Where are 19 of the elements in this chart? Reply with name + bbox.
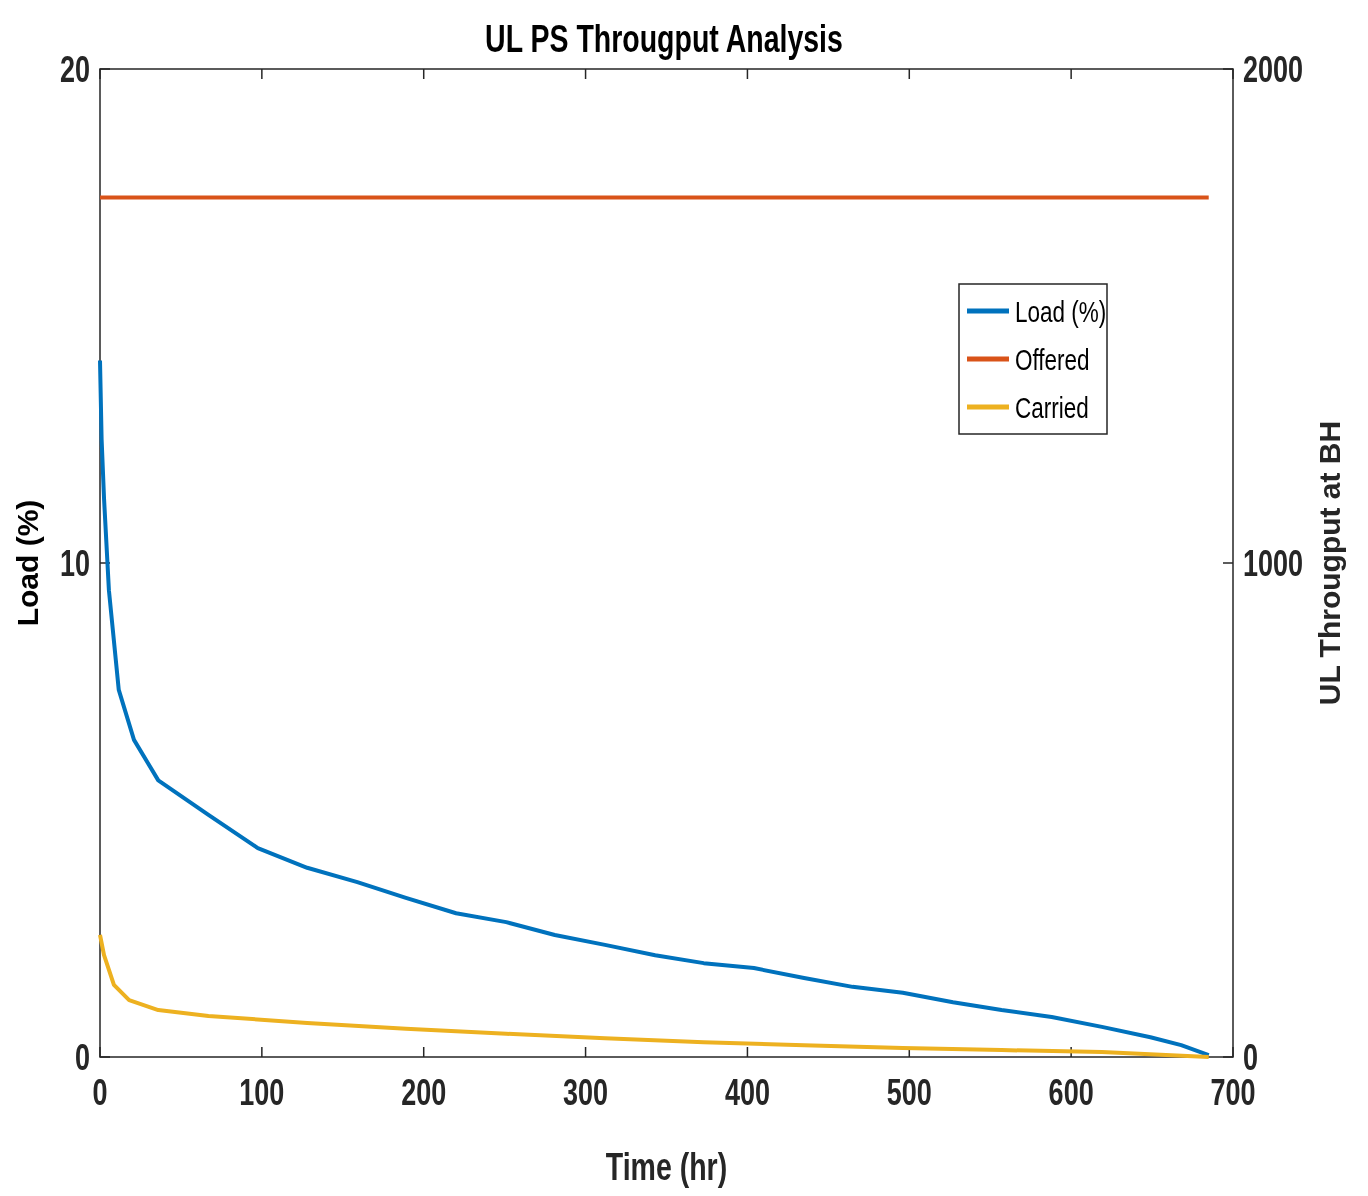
y-axis-title: Load (%) [11,499,44,627]
y2-tick-label: 1000 [1243,543,1304,584]
y-tick-label: 20 [59,49,90,90]
legend-label: Carried [1015,390,1089,425]
y-tick-label: 0 [74,1037,90,1078]
y2-axis-title: UL Througput at BH [1313,420,1346,706]
chart-title: UL PS Througput Analysis [485,18,843,60]
x-tick-label: 400 [724,1072,770,1113]
x-tick-label: 500 [886,1072,932,1113]
x-tick-label: 100 [239,1072,285,1113]
line-series [98,932,1211,1059]
x-tick-label: 200 [401,1072,447,1113]
y-tick-label: 10 [59,543,90,584]
x-tick-label: 600 [1048,1072,1094,1113]
y2-tick-label: 2000 [1243,49,1304,90]
x-tick-label: 300 [563,1072,609,1113]
legend-label: Load (%) [1015,294,1107,329]
x-axis-title: Time (hr) [605,1146,728,1188]
legend-label: Offered [1015,342,1090,377]
